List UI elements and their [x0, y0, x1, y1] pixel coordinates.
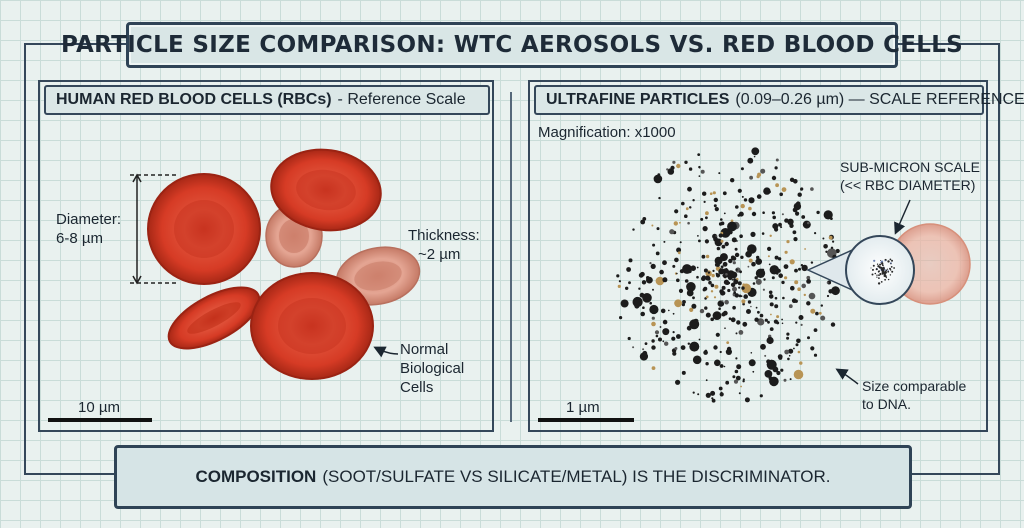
title-box: PARTICLE SIZE COMPARISON: WTC AEROSOLS V…	[61, 22, 963, 68]
ultrafine-panel-header: ULTRAFINE PARTICLES (0.09–0.26 µm) — SCA…	[534, 85, 1024, 115]
ultrafine-scale-label: 1 µm	[566, 399, 600, 416]
dna-label: Size comparable to DNA.	[862, 378, 967, 412]
dna-arrow	[835, 368, 859, 385]
rbc-front-bottom	[250, 272, 374, 380]
rbc-header-bold: HUMAN RED BLOOD CELLS (RBCs)	[56, 91, 332, 108]
thickness-label: Thickness: ~2 µm	[408, 227, 480, 263]
rbc-scale-label: 10 µm	[78, 399, 120, 416]
normal-cells-arrow	[373, 346, 399, 358]
footer-bold: COMPOSITION	[195, 467, 317, 486]
rbc-top-right	[270, 148, 382, 232]
normal-cells-label: Normal Biological Cells	[400, 341, 465, 396]
submicron-arrow	[894, 199, 911, 235]
ultrafine-header-bold: ULTRAFINE PARTICLES	[546, 91, 730, 108]
panel-divider	[510, 92, 512, 422]
submicron-label: SUB-MICRON SCALE (<< RBC DIAMETER)	[840, 159, 981, 193]
magnification-label: Magnification: x1000	[538, 124, 676, 141]
rbc-header-rest: - Reference Scale	[337, 91, 466, 108]
magnifier-lens	[845, 235, 915, 305]
composition-footer: COMPOSITION (SOOT/SULFATE VS SILICATE/ME…	[114, 445, 912, 509]
diameter-label: Diameter: 6-8 µm	[56, 211, 122, 247]
rbc-panel-header: HUMAN RED BLOOD CELLS (RBCs) - Reference…	[44, 85, 490, 115]
particle-cloud	[616, 147, 842, 403]
rbc-scale-bar	[48, 418, 152, 422]
footer-rest: (SOOT/SULFATE VS SILICATE/METAL) IS THE …	[322, 467, 831, 486]
zoom-callout	[806, 223, 971, 305]
rbc-side-view	[167, 286, 261, 350]
rbc-panel: HUMAN RED BLOOD CELLS (RBCs) - Reference…	[38, 80, 494, 432]
ultrafine-header-rest: (0.09–0.26 µm) — SCALE REFERENCE	[735, 91, 1024, 108]
rbc-large-left	[147, 173, 261, 285]
rbc-pale-small	[265, 204, 323, 268]
ultrafine-scale-bar	[538, 418, 634, 422]
page-title: PARTICLE SIZE COMPARISON: WTC AEROSOLS V…	[60, 32, 964, 58]
ultrafine-panel: ULTRAFINE PARTICLES (0.09–0.26 µm) — SCA…	[528, 80, 1024, 432]
diameter-marker	[130, 173, 178, 285]
